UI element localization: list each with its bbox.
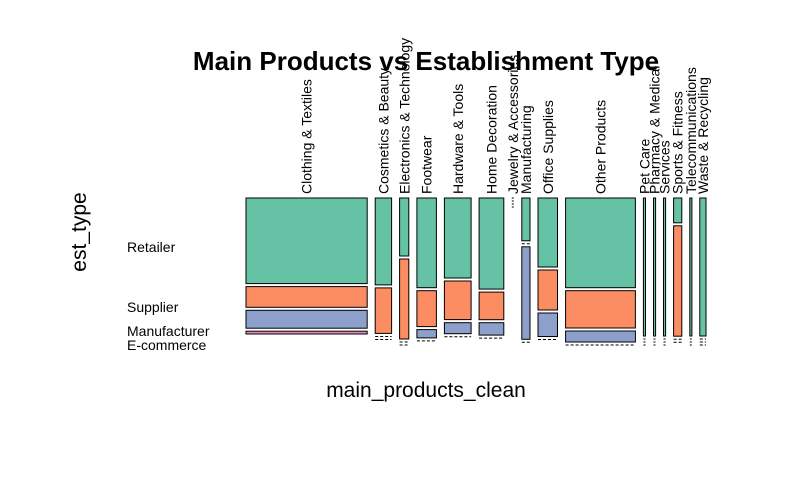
column-label: Jewelry & Accessories xyxy=(505,55,521,194)
mosaic-cell xyxy=(537,312,558,337)
mosaic-cell xyxy=(245,309,368,329)
mosaic-cell xyxy=(699,197,707,337)
column-labels: Clothing & Textiles Cosmetics & Beauty Ele… xyxy=(299,38,711,194)
mosaic-cell xyxy=(478,322,505,336)
mosaic-cell xyxy=(565,197,636,289)
column-label: Sports & Fitness xyxy=(670,91,686,194)
row-label: Manufacturer xyxy=(127,323,210,339)
mosaic-cell xyxy=(443,197,472,279)
row-label: E-commerce xyxy=(127,337,207,353)
mosaic-cell xyxy=(537,269,558,311)
mosaic-cells xyxy=(245,197,707,346)
mosaic-cell xyxy=(537,197,558,268)
column-label: Pet Care xyxy=(636,139,652,194)
mosaic-cell xyxy=(245,330,368,335)
mosaic-cell xyxy=(245,197,368,285)
chart-title: Main Products vs Establishment Type xyxy=(193,46,659,76)
mosaic-cell xyxy=(689,197,693,337)
mosaic-cell xyxy=(663,197,667,337)
mosaic-cell xyxy=(443,322,472,335)
mosaic-cell xyxy=(399,197,410,257)
mosaic-cell xyxy=(673,197,683,224)
mosaic-cell xyxy=(374,287,393,334)
mosaic-cell xyxy=(416,197,437,289)
column-label: Home Decoration xyxy=(483,85,499,194)
column-label: Electronics & Technology xyxy=(396,38,412,194)
mosaic-cell xyxy=(416,290,437,328)
mosaic-cell xyxy=(521,197,531,242)
mosaic-cell xyxy=(521,246,531,340)
column-label: Waste & Recycling xyxy=(695,77,711,194)
row-label: Retailer xyxy=(127,239,176,255)
column-label: Services xyxy=(657,140,673,194)
mosaic-cell xyxy=(653,197,657,337)
mosaic-cell xyxy=(478,197,505,290)
mosaic-cell xyxy=(478,291,505,321)
y-axis-label: est_type xyxy=(68,192,91,271)
mosaic-cell xyxy=(565,290,636,329)
column-label: Telecommunications xyxy=(683,67,699,194)
row-label: Supplier xyxy=(127,299,179,315)
mosaic-cell xyxy=(416,329,437,339)
mosaic-cell xyxy=(565,330,636,343)
column-label: Other Products xyxy=(593,100,609,194)
mosaic-cell xyxy=(443,280,472,321)
column-label: Clothing & Textiles xyxy=(299,79,315,194)
mosaic-cell xyxy=(245,286,368,308)
column-label: Hardware & Tools xyxy=(450,84,466,194)
column-label: Footwear xyxy=(419,135,435,194)
mosaic-cell xyxy=(673,225,683,337)
column-label: Office Supplies xyxy=(540,100,556,194)
column-label: Pharmacy & Medical xyxy=(647,66,663,194)
mosaic-cell xyxy=(642,197,647,337)
column-label: Manufacturing xyxy=(518,105,534,194)
mosaic-cell xyxy=(374,197,393,286)
x-axis-label: main_products_clean xyxy=(326,379,526,402)
mosaic-cell xyxy=(399,258,410,340)
column-label: Cosmetics & Beauty xyxy=(375,68,391,194)
